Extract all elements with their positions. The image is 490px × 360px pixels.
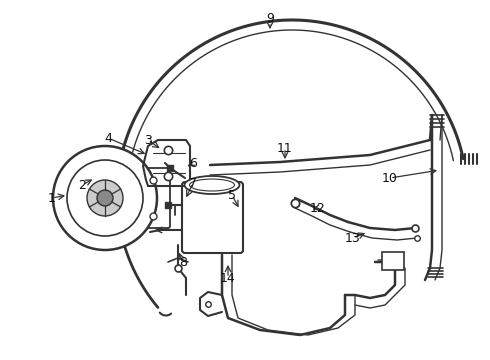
Text: 1: 1	[48, 192, 56, 204]
Ellipse shape	[190, 179, 235, 191]
Text: 2: 2	[78, 179, 86, 192]
FancyBboxPatch shape	[182, 182, 243, 253]
Text: 5: 5	[228, 189, 236, 202]
Circle shape	[87, 180, 123, 216]
Text: 6: 6	[189, 157, 197, 170]
Text: 9: 9	[266, 12, 274, 24]
Circle shape	[67, 160, 143, 236]
Text: 14: 14	[220, 271, 236, 284]
Circle shape	[97, 190, 113, 206]
Text: 7: 7	[189, 176, 197, 189]
Text: 10: 10	[382, 171, 398, 185]
FancyBboxPatch shape	[138, 168, 170, 228]
Text: 4: 4	[104, 131, 112, 144]
Text: 8: 8	[179, 256, 187, 270]
Text: 13: 13	[345, 231, 361, 244]
Text: 3: 3	[144, 134, 152, 147]
Circle shape	[53, 146, 157, 250]
Text: 11: 11	[277, 141, 293, 154]
FancyBboxPatch shape	[382, 252, 404, 270]
Text: 12: 12	[310, 202, 326, 215]
Ellipse shape	[185, 176, 240, 194]
